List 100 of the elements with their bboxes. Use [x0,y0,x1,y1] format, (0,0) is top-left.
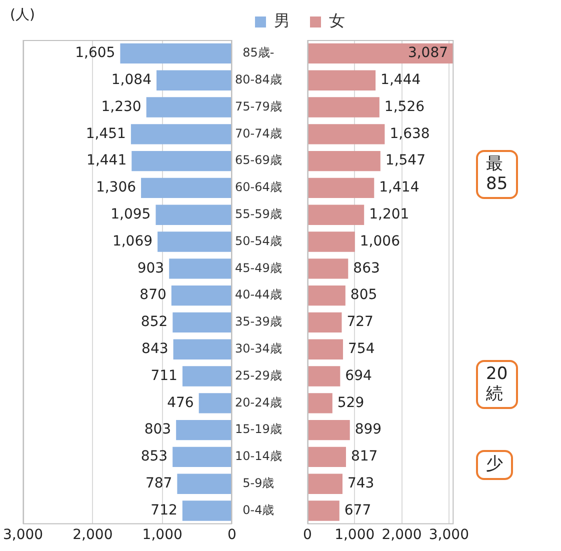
data-label: 903 [137,260,164,276]
y-tick-label: 70-74歳 [234,126,282,140]
bar [308,124,385,144]
bar [308,285,346,306]
x-tick-label: 0 [228,527,236,544]
bar [177,474,232,494]
y-tick-label: 85歳- [242,46,274,60]
text: 最 85 [476,150,518,200]
bar [132,150,232,172]
bar [130,124,232,144]
text: (人) [10,6,35,24]
x-tick-label: 3,000 [2,527,44,544]
x-tick-label: 0 [302,527,312,544]
x-tick-label: 2,000 [72,527,113,544]
data-label: 843 [142,340,168,357]
data-label: 1,441 [86,152,127,169]
bar [146,97,232,118]
data-label: 754 [348,340,375,357]
bar [171,285,232,306]
data-label: 1,444 [380,72,421,88]
data-label: 1,526 [384,98,425,115]
y-tick-label: 45-49歳 [234,260,282,275]
data-label: 1,230 [101,98,142,115]
y-tick-label: 15-19歳 [234,422,282,436]
bar [156,204,232,225]
data-label: 1,306 [96,180,136,196]
y-tick-label: 80-84歳 [234,72,282,86]
bar [141,178,232,198]
bar [308,43,454,64]
bar [308,70,376,90]
bar [308,474,342,494]
x-tick-label: 2,000 [382,527,422,544]
data-label: 677 [344,502,372,518]
x-tick-label: 1,000 [142,527,182,544]
bar [308,312,342,333]
data-label: 1,451 [86,126,126,142]
bar [172,446,232,468]
legend-label: 女 [329,11,345,30]
data-label: 870 [140,287,166,304]
data-label: 727 [346,314,374,330]
y-tick-label: 60-64歳 [234,180,282,194]
y-tick-label: 10-14歳 [234,449,282,464]
y-tick-label: 40-44歳 [234,288,282,302]
data-label: 1,069 [112,233,153,250]
data-label: 787 [145,475,172,492]
x-tick-label: 3,000 [428,527,469,544]
data-label: 1,201 [369,206,410,222]
data-label: 1,095 [110,206,151,222]
bar [308,232,355,252]
data-label: 853 [140,448,168,465]
bar [176,420,232,440]
data-label: 863 [353,260,380,276]
data-label: 852 [140,314,168,330]
data-label: 899 [354,422,382,438]
bar [308,178,374,198]
data-label: 1,084 [111,72,152,88]
bar [182,500,232,521]
data-label: 1,547 [385,152,426,169]
text: 20 続 [476,360,518,410]
data-label: 803 [144,422,172,438]
bar [169,258,232,279]
bar [308,258,348,279]
bar [158,232,232,252]
bar [308,446,346,468]
data-label: 1,006 [360,233,400,250]
bar [308,393,332,414]
y-tick-label: 30-34歳 [234,341,282,356]
bar [156,70,232,90]
data-label: 743 [347,475,374,492]
bar [172,312,232,333]
data-label: 1,638 [390,126,430,142]
data-label: 694 [345,368,372,384]
bar [308,366,340,386]
data-label: 817 [350,448,378,465]
legend-label: 男 [274,11,290,30]
y-tick-label: 20-24歳 [234,395,282,410]
bar [308,150,380,172]
bar [120,43,232,64]
data-label: 712 [150,502,178,518]
y-tick-label: 75-79歳 [234,99,282,114]
y-tick-label: 25-29歳 [234,368,282,382]
bar [308,97,380,118]
data-label: 711 [150,368,178,384]
data-label: 805 [350,287,378,304]
y-tick-label: 55-59歳 [234,206,282,221]
bar [308,204,364,225]
y-tick-label: 65-69歳 [234,153,282,168]
y-tick-label: 35-39歳 [234,314,282,329]
bar [182,366,232,386]
y-tick-label: 0-4歳 [242,502,274,517]
bar [173,339,232,360]
bar [198,393,232,414]
data-label: 1,414 [379,180,420,196]
data-label: 529 [337,394,364,411]
data-label: 476 [167,394,194,411]
y-tick-label: 50-54歳 [234,234,282,248]
bar [308,420,350,440]
data-label: 3,087 [408,45,448,62]
x-tick-label: 1,000 [334,527,375,544]
data-label: 1,605 [75,45,116,62]
